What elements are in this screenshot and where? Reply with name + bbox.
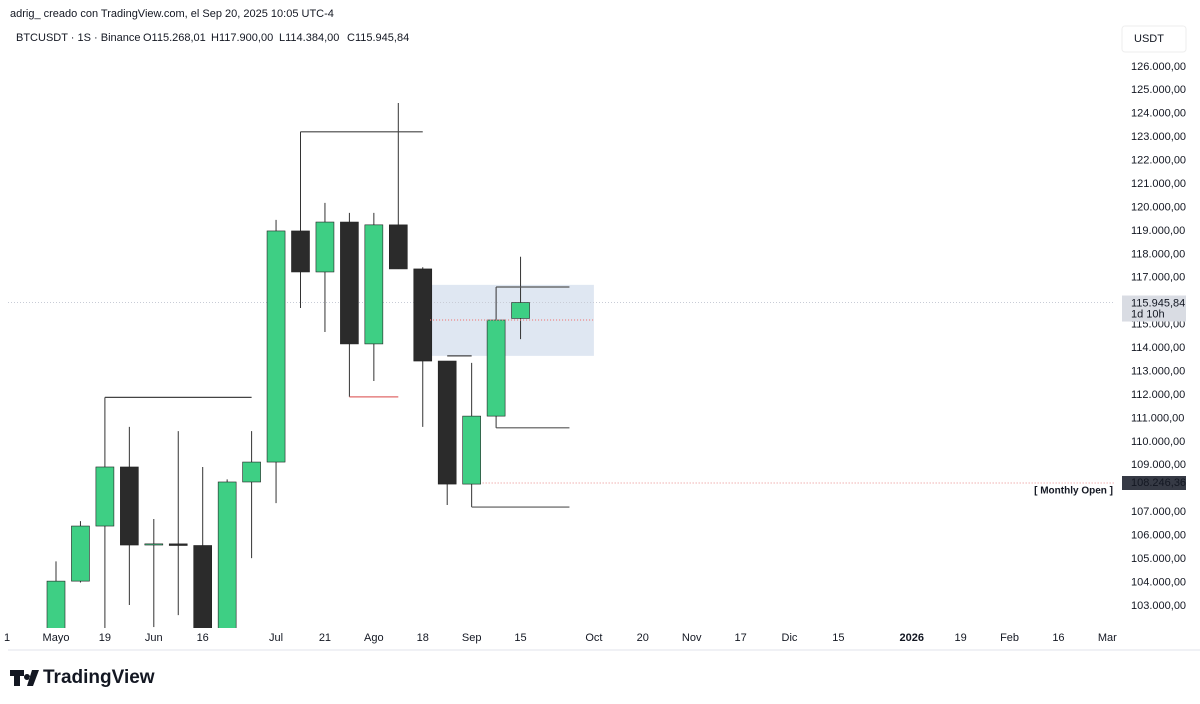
x-tick-label: Mar	[1098, 632, 1117, 644]
y-tick-label: 109.000,00	[1131, 459, 1186, 471]
symbol: BTCUSDT · 1S · Binance	[16, 32, 141, 44]
ohlc-high: H117.900,00	[211, 32, 273, 44]
y-tick-label: 106.000,00	[1131, 530, 1186, 542]
y-tick-label: 112.000,00	[1131, 389, 1185, 401]
candle-body	[242, 461, 261, 483]
x-tick-label: Sep	[462, 632, 482, 644]
candle-body	[144, 543, 164, 546]
last-price-box	[1122, 295, 1186, 322]
y-tick-label: 124.000,00	[1131, 108, 1186, 120]
y-tick-label: 126.000,00	[1131, 61, 1186, 73]
x-tick-label: 21	[319, 632, 331, 644]
candle-body	[462, 415, 481, 485]
y-tick-label: 122.000,00	[1131, 155, 1186, 167]
y-tick-label: 104.000,00	[1131, 576, 1186, 588]
candle-body	[168, 543, 188, 546]
x-tick-label: Feb	[1000, 632, 1019, 644]
candle-body	[340, 221, 359, 345]
x-tick-label: 19	[955, 632, 967, 644]
x-tick-label: 18	[417, 632, 429, 644]
x-tick-label: 16	[1052, 632, 1064, 644]
x-tick-label: Oct	[585, 632, 602, 644]
y-tick-label: 123.000,00	[1131, 131, 1186, 143]
y-tick-label: 103.000,00	[1131, 600, 1186, 612]
candle-body	[315, 221, 335, 273]
x-tick-label: 15	[514, 632, 526, 644]
candle-body	[364, 224, 384, 345]
x-tick-label: 19	[99, 632, 111, 644]
candle-body	[120, 466, 139, 546]
x-tick-label: 1	[4, 632, 10, 644]
x-tick-label: Dic	[782, 632, 798, 644]
y-tick-label: 119.000,00	[1131, 225, 1185, 237]
candle-body	[486, 319, 506, 417]
currency: USDT	[1134, 33, 1164, 45]
ohlc-open: O115.268,01	[143, 32, 206, 44]
candle-body	[46, 580, 66, 628]
y-tick-label: 117.000,00	[1131, 272, 1185, 284]
y-tick-label: 107.000,00	[1131, 506, 1186, 518]
x-tick-label: Jun	[145, 632, 163, 644]
y-tick-label: 113.000,00	[1131, 365, 1185, 377]
monthly-open-label: 108.246,36	[1131, 477, 1186, 489]
x-tick-label: 16	[197, 632, 209, 644]
logo-text: TradingView	[43, 667, 155, 688]
candle-body	[511, 302, 530, 319]
candle-body	[217, 481, 237, 628]
y-tick-label: 110.000,00	[1131, 436, 1185, 448]
candle-body	[193, 545, 212, 628]
candle-body	[71, 525, 90, 582]
logo: TradingView	[10, 667, 155, 688]
x-tick-label: 17	[734, 632, 746, 644]
y-tick-label: 125.000,00	[1131, 84, 1186, 96]
ohlc-close: C115.945,84	[347, 32, 409, 44]
candle-body	[291, 230, 310, 273]
x-tick-label: 15	[832, 632, 844, 644]
candle-body	[413, 268, 433, 362]
y-tick-label: 115.000,00	[1131, 319, 1185, 331]
x-tick-label: Mayo	[43, 632, 70, 644]
candle-body	[388, 224, 408, 270]
x-tick-label: 20	[637, 632, 649, 644]
y-tick-label: 118.000,00	[1131, 248, 1185, 260]
y-tick-label: 121.000,00	[1131, 178, 1186, 190]
x-tick-label: Jul	[269, 632, 283, 644]
x-tick-label: 2026	[900, 632, 924, 644]
x-tick-label: Nov	[682, 632, 702, 644]
y-tick-label: 114.000,00	[1131, 342, 1185, 354]
plot	[8, 102, 1115, 628]
candle-body	[437, 360, 457, 485]
y-tick-label: 105.000,00	[1131, 553, 1186, 565]
credit: adrig_ creado con TradingView.com, el Se…	[10, 8, 334, 20]
candle-body	[95, 466, 115, 527]
y-tick-label: 120.000,00	[1131, 201, 1186, 213]
ohlc-low: L114.384,00	[279, 32, 339, 44]
currency-box	[1121, 25, 1187, 53]
monthly-open-box	[1122, 475, 1186, 490]
monthly-open-text: [ Monthly Open ]	[1034, 486, 1113, 497]
countdown: 1d 10h	[1131, 308, 1165, 320]
last-price-label: 115.945,84	[1131, 297, 1185, 309]
y-tick-label: 111.000,00	[1131, 412, 1184, 424]
candle-body	[266, 230, 286, 463]
x-tick-label: Ago	[364, 632, 384, 644]
